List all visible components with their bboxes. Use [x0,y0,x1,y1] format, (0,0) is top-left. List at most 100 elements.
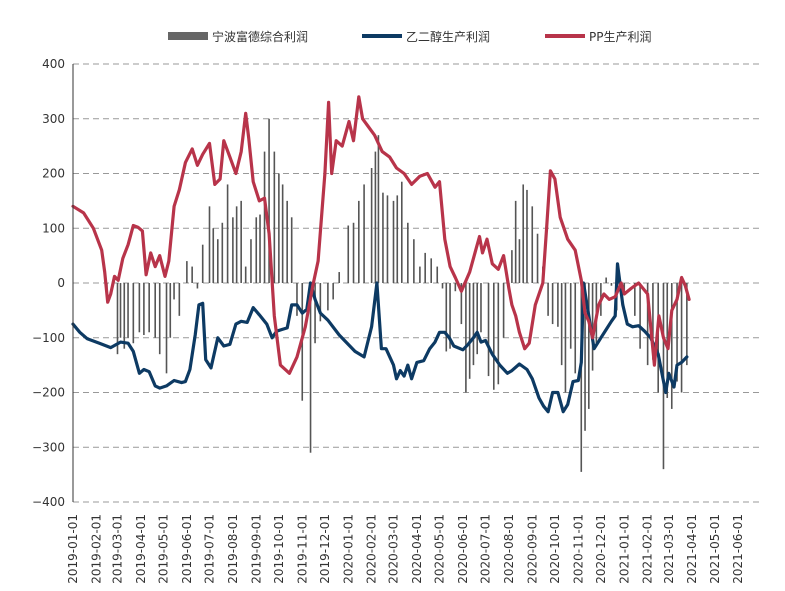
y-tick-label: 400 [42,57,65,71]
bar-mark [327,283,329,311]
bar-mark [584,283,586,431]
x-tick-label: 2019-01-01 [66,514,80,584]
x-tick-label: 2020-11-01 [571,514,585,584]
bar-mark [263,151,266,283]
gridlines [73,63,760,503]
bar-mark [235,206,238,283]
bar-mark [273,151,276,283]
bar-mark [623,283,626,292]
bar-mark [286,200,288,283]
x-tick-label: 2019-03-01 [110,514,124,584]
bar-mark [332,283,334,300]
x-tick-label: 2019-06-01 [180,514,194,584]
bar-mark [676,283,678,382]
bar-mark [588,283,590,409]
bar-mark [309,283,312,453]
x-tick-label: 2021-04-01 [685,514,699,584]
y-tick-label: 200 [42,167,65,181]
x-tick-label: 2019-08-01 [226,514,240,584]
x-tick-label: 2020-08-01 [502,514,516,584]
x-tick-label: 2020-09-01 [525,514,539,584]
bar-mark [564,283,567,393]
bar-mark [165,283,168,374]
bar-mark [386,195,389,283]
bar-mark [569,283,572,349]
bar-mark [212,228,215,283]
x-tick-label: 2021-06-01 [731,514,745,584]
bar-mark [492,283,495,390]
bar-mark [290,217,293,283]
bar-mark [460,283,463,325]
x-tick-label: 2019-11-01 [295,514,309,584]
y-tick-label: 300 [42,112,65,126]
bar-mark [268,118,270,283]
bar-mark [338,272,341,283]
bar-mark [358,200,360,283]
bar-mark [201,244,204,283]
bar-mark [132,283,135,344]
bar-mark [173,283,175,300]
bar-mark [154,283,156,338]
bar-mark [186,261,188,283]
x-axis: 2019-01-01 2019-02-01 2019-03-01 2019-04-01… [66,514,745,584]
bar-mark [465,283,467,393]
bar-mark [319,283,322,322]
bar-mark [441,283,444,289]
bar-mark [522,184,525,283]
bar-mark [370,168,373,283]
bar-mark [430,258,433,283]
line-series [71,95,691,414]
bar-mark [413,239,415,283]
legend-label: 乙二醇生产利润 [406,29,490,44]
x-tick-label: 2020-04-01 [410,514,424,584]
bar-mark [670,283,673,409]
bar-mark [226,184,229,283]
bar-mark [396,195,399,283]
x-tick-label: 2019-07-01 [202,514,216,584]
bar-mark [547,283,549,316]
y-tick-label: 0 [57,276,65,290]
x-tick-label: 2020-12-01 [594,514,608,584]
bar-mark [436,266,439,283]
x-tick-label: 2021-01-01 [617,514,631,584]
chart-legend: 宁波富德综合利润 乙二醇生产利润 PP生产利润 [168,29,651,44]
bar-mark [580,283,583,472]
legend-label: 宁波富德综合利润 [212,29,308,44]
bar-mark [240,200,242,283]
bar-mark [639,283,641,349]
bar-mark [296,283,298,316]
bar-mark [591,283,594,371]
bar-mark [574,283,577,374]
x-tick-label: 2021-03-01 [662,514,676,584]
bar-mark [419,266,421,283]
bar-mark [127,283,129,338]
bar-mark [191,266,193,283]
bar-mark [347,225,350,283]
bar-mark [686,283,688,366]
bar-mark [196,283,199,289]
bar-mark [123,283,126,349]
x-tick-label: 2019-12-01 [318,514,332,584]
bar-mark [557,283,559,327]
x-tick-label: 2019-04-01 [134,514,148,584]
bar-mark [208,206,211,283]
bar-mark [250,239,252,283]
bar-series [106,118,688,472]
bar-mark [480,283,482,333]
series-line [71,95,691,375]
bar-mark [352,222,355,283]
y-axis: 400 300 200 100 0 −100 −200 −300 −400 [32,57,74,509]
bar-mark [449,283,451,349]
bar-mark [646,283,649,366]
bar-mark [424,252,426,283]
bar-mark [232,217,234,283]
bar-mark [278,173,280,283]
bar-mark [244,266,247,283]
x-tick-label: 2019-02-01 [89,514,103,584]
bar-mark [536,233,539,283]
bar-mark [143,283,145,336]
x-tick-label: 2020-01-01 [341,514,355,584]
bar-mark [468,283,471,379]
bar-mark [363,184,365,283]
